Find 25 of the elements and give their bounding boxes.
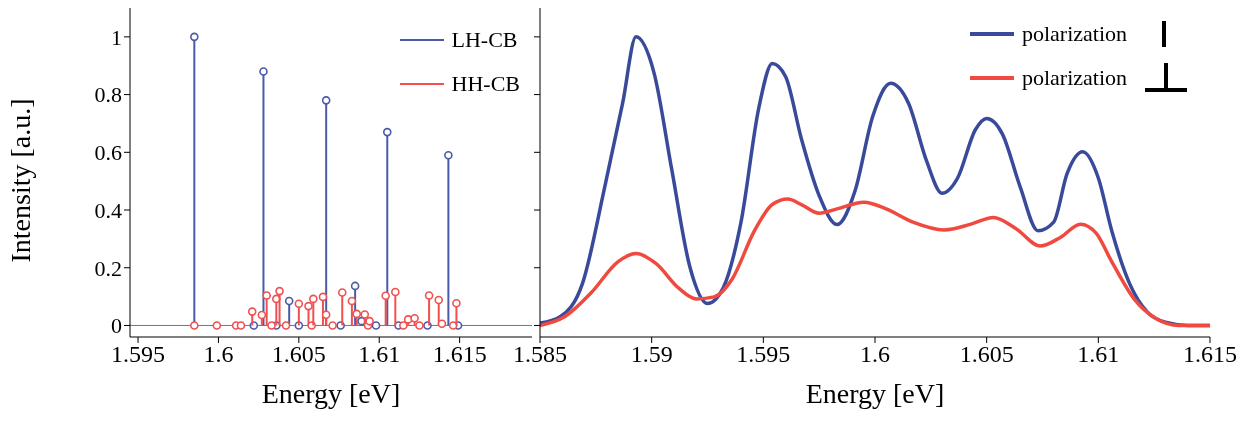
x-tick-label: 1.6	[860, 341, 890, 368]
x-tick-label: 1.59	[630, 341, 673, 368]
y-tick-label: 0.8	[94, 82, 122, 108]
legend-label: polarization	[1021, 65, 1127, 91]
x-axis-title: Energy [eV]	[261, 378, 401, 409]
x-tick-label: 1.61	[358, 341, 401, 368]
y-tick-label: 0.6	[94, 140, 122, 166]
x-tick-label: 1.585	[513, 341, 567, 368]
x-tick-label: 1.61	[1077, 341, 1120, 368]
y-axis-title: Intensity [a.u.]	[4, 98, 36, 263]
x-tick-label: 1.615	[432, 341, 487, 368]
y-tick-label: 0	[111, 313, 122, 339]
x-tick-label: 1.605	[271, 341, 326, 368]
x-tick-label: 1.595	[736, 341, 791, 368]
y-tick-label: 0.2	[94, 255, 122, 281]
x-tick-label: 1.6	[203, 341, 234, 368]
x-tick-label: 1.615	[1183, 341, 1237, 368]
x-tick-label: 1.595	[111, 341, 166, 368]
y-tick-label: 0.4	[94, 197, 122, 223]
legend-label: HH-CB	[451, 71, 520, 97]
x-tick-label: 1.605	[959, 341, 1014, 368]
y-tick-label: 1	[111, 24, 122, 50]
legend-label: polarization	[1021, 21, 1127, 47]
x-axis-title: Energy [eV]	[805, 378, 945, 409]
legend-label: LH-CB	[451, 27, 518, 53]
